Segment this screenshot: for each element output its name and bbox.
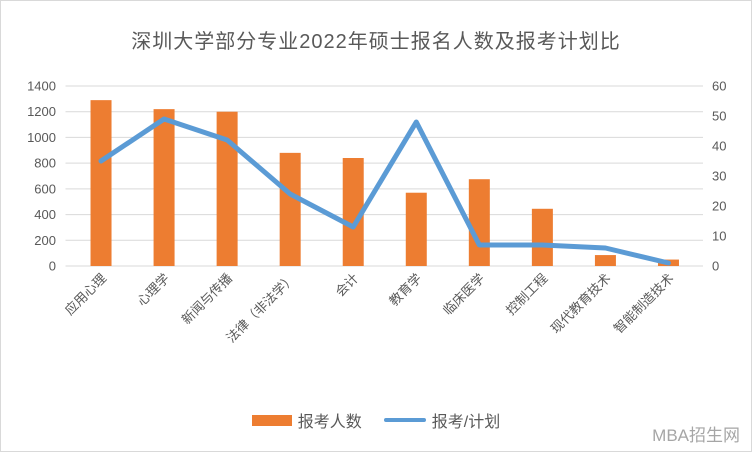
right-axis-tick-label: 60: [712, 79, 726, 94]
right-axis-tick-label: 20: [712, 199, 726, 214]
bar: [531, 208, 553, 266]
bar: [279, 152, 301, 266]
left-axis-tick-label: 800: [34, 156, 56, 171]
bar-series-label: 报考人数: [297, 414, 362, 431]
bar: [594, 255, 616, 266]
left-axis-tick-label: 400: [34, 207, 56, 222]
right-axis-tick-label: 30: [712, 169, 726, 184]
chart-canvas: 0 200 400 600 800 1000 1200 1400 0 10 20 30 40 50 60 应用…: [27, 79, 726, 346]
chart-legend: 报考人数 报考/计划: [0, 408, 752, 432]
category-label: 现代教育技术: [548, 271, 614, 337]
line-series-swatch-icon: [383, 418, 426, 422]
category-label: 应用心理: [62, 271, 109, 318]
bar: [405, 192, 427, 266]
bar: [90, 100, 112, 267]
category-label: 教育学: [386, 271, 424, 309]
bar: [342, 158, 364, 266]
legend-item-bar: 报考人数: [251, 408, 362, 432]
left-axis-tick-label: 1000: [27, 130, 56, 145]
legend-item-line: 报考/计划: [383, 408, 501, 432]
right-axis-tick-label: 10: [712, 229, 726, 244]
category-label: 新闻与传播: [179, 271, 236, 328]
right-axis-tick-label: 40: [712, 139, 726, 154]
chart-title: 深圳大学部分专业2022年硕士报名人数及报考计划比: [131, 31, 621, 53]
bar-series-swatch-icon: [251, 414, 292, 426]
left-axis-tick-label: 200: [34, 233, 56, 248]
bar: [468, 179, 490, 266]
left-axis-tick-label: 1400: [27, 79, 56, 94]
left-axis-tick-label: 1200: [27, 104, 56, 119]
line-series-label: 报考/计划: [431, 414, 501, 431]
left-axis-tick-label: 600: [34, 181, 56, 196]
category-label: 临床医学: [440, 271, 487, 318]
left-axis-tick-label: 0: [49, 259, 56, 274]
bar: [216, 111, 238, 266]
category-label: 会计: [332, 271, 361, 300]
watermark: MBA招生网: [652, 426, 740, 445]
right-axis-tick-label: 0: [712, 259, 719, 274]
category-label: 智能制造技术: [611, 271, 677, 337]
bar: [153, 109, 175, 267]
ratio-line: [98, 116, 671, 266]
right-axis-tick-label: 50: [712, 109, 726, 124]
category-label: 控制工程: [503, 271, 550, 318]
category-label: 心理学: [134, 271, 172, 309]
